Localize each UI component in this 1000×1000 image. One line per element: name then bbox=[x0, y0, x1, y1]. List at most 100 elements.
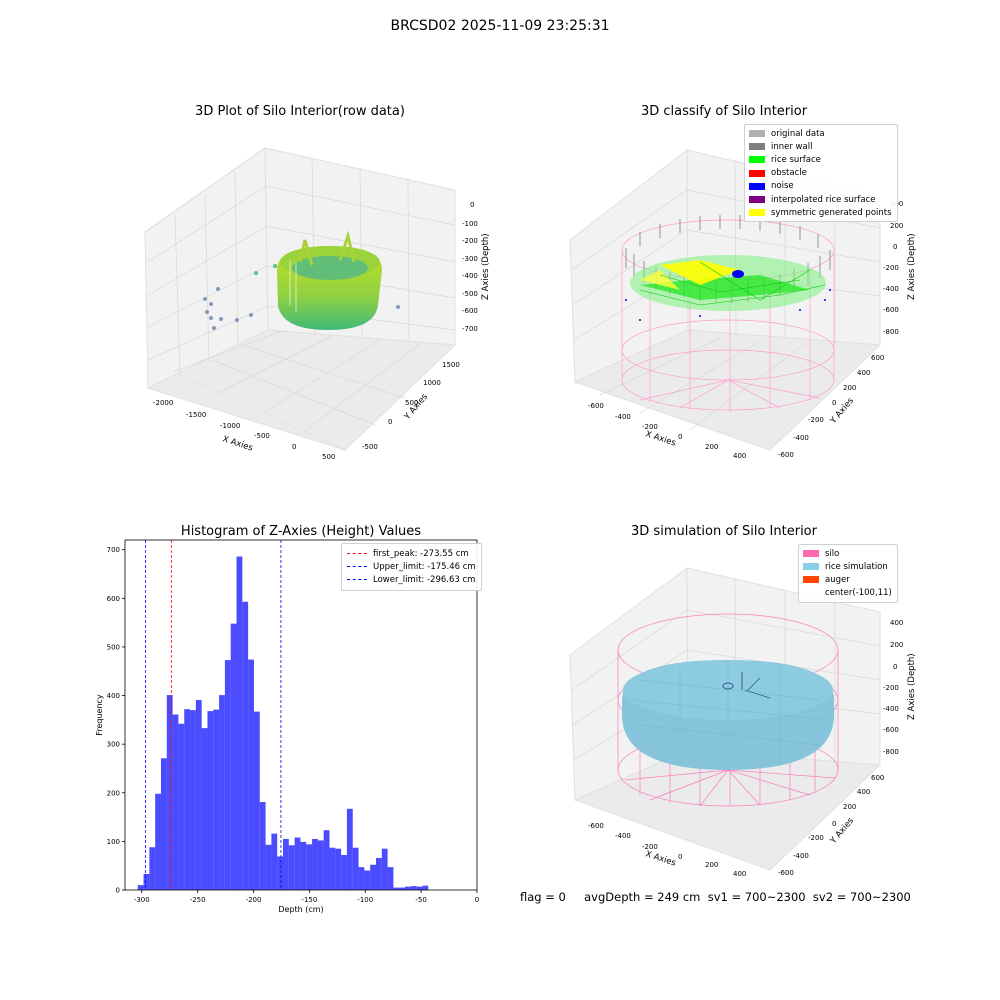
legend-label: Lower_limit: -296.63 cm bbox=[373, 574, 476, 585]
plot2-ztick: 200 bbox=[890, 222, 903, 230]
histogram-bar bbox=[219, 695, 225, 890]
histogram-bar bbox=[160, 758, 167, 890]
plot1-ztick: -500 bbox=[462, 290, 478, 298]
histogram-bar bbox=[416, 886, 423, 890]
status-footer: flag = 0 avgDepth = 249 cm sv1 = 700~230… bbox=[520, 890, 911, 904]
legend-item-original-data: original data bbox=[749, 127, 892, 140]
histogram-bar bbox=[155, 793, 161, 890]
histogram-ytick-label: 500 bbox=[107, 643, 120, 651]
legend-swatch bbox=[749, 169, 765, 177]
histogram-ylabel: Frequency bbox=[95, 694, 104, 736]
histogram-bar bbox=[422, 885, 429, 890]
plot4-ztick: -200 bbox=[883, 684, 899, 692]
plot4-ztick: -800 bbox=[883, 748, 899, 756]
histogram-bar bbox=[195, 699, 202, 890]
plot1-3d-axes: -2000 -1500 -1000 -500 0 500 -500 0 500 … bbox=[144, 147, 490, 461]
legend-item-upper-limit: Upper_limit: -175.46 cm bbox=[347, 560, 476, 573]
plot4-ztick: -600 bbox=[883, 726, 899, 734]
histogram-bar bbox=[323, 830, 330, 890]
histogram-bar bbox=[265, 844, 272, 890]
legend-label: inner wall bbox=[771, 141, 813, 152]
plot4-xtick: 0 bbox=[678, 853, 682, 861]
histogram-bar bbox=[224, 660, 231, 890]
histogram-bar bbox=[317, 840, 324, 890]
legend-item-first-peak: first_peak: -273.55 cm bbox=[347, 547, 476, 560]
plot2-3d-axes: -600 -400 -200 0 200 400 -600 -400 -200 … bbox=[569, 148, 917, 460]
plot2-ytick: 0 bbox=[832, 399, 836, 407]
plot1-xtick: -2000 bbox=[153, 399, 173, 407]
legend-label: auger bbox=[825, 574, 850, 585]
plot2-xtick: 400 bbox=[733, 452, 746, 460]
plot4-xtick: -600 bbox=[588, 822, 604, 830]
plot4-xtick: -200 bbox=[642, 843, 658, 851]
plot4-ytick: 400 bbox=[857, 788, 870, 796]
legend-line-swatch bbox=[347, 566, 367, 568]
plot4-ytick: -200 bbox=[808, 834, 824, 842]
legend-swatch bbox=[749, 156, 765, 164]
histogram-bar bbox=[242, 601, 249, 890]
legend-label: silo bbox=[825, 548, 840, 559]
plot1-zlabel: Z Axies (Depth) bbox=[481, 233, 490, 300]
plot4-legend: silo rice simulation auger center(-100,1… bbox=[798, 544, 898, 603]
histogram-bar bbox=[352, 847, 359, 890]
plot4-xtick: -400 bbox=[615, 832, 631, 840]
plot1-ytick: 0 bbox=[388, 418, 392, 426]
plot1-xtick: 500 bbox=[322, 453, 335, 461]
legend-label: center(-100,11) bbox=[825, 588, 892, 599]
plot1-ylabel: Y Axies bbox=[402, 392, 430, 423]
legend-swatch bbox=[803, 590, 819, 597]
legend-item-inner-wall: inner wall bbox=[749, 140, 892, 153]
histogram-bar bbox=[271, 833, 278, 890]
histogram-bar bbox=[341, 855, 347, 890]
histogram-bar bbox=[248, 659, 254, 890]
legend-swatch bbox=[749, 196, 765, 204]
plot1-ztick: -100 bbox=[462, 220, 478, 228]
plot1-xtick: 0 bbox=[292, 443, 296, 451]
legend-label: original data bbox=[771, 128, 825, 139]
legend-label: first_peak: -273.55 cm bbox=[373, 548, 469, 559]
legend-swatch bbox=[803, 576, 819, 584]
plot2-legend: original data inner wall rice surface ob… bbox=[744, 124, 898, 223]
histogram-bar bbox=[399, 887, 406, 890]
plot4-title: 3D simulation of Silo Interior bbox=[631, 524, 817, 539]
plot1-xtick: -1000 bbox=[220, 422, 240, 430]
histogram-bar bbox=[410, 886, 417, 890]
plot2-xlabel: X Axies bbox=[644, 429, 677, 448]
plot4-3d-axes: -600 -400 -200 0 200 400 -600 -400 -200 … bbox=[569, 567, 917, 878]
histogram-bar bbox=[335, 848, 342, 890]
histogram-bar bbox=[143, 873, 150, 890]
histogram-xtick-label: -200 bbox=[246, 896, 262, 904]
figure-title: BRCSD02 2025-11-09 23:25:31 bbox=[390, 18, 610, 34]
plot4-xtick: 200 bbox=[705, 861, 718, 869]
histogram-bar bbox=[178, 723, 185, 890]
legend-item-center: center(-100,11) bbox=[803, 587, 892, 600]
histogram-bar bbox=[184, 709, 191, 890]
plot4-ytick: -600 bbox=[778, 869, 794, 877]
plot2-ytick: -200 bbox=[808, 416, 824, 424]
plot2-ytick: 200 bbox=[843, 384, 856, 392]
histogram-bar bbox=[370, 864, 376, 890]
histogram-xtick-label: -250 bbox=[190, 896, 206, 904]
legend-label: interpolated rice surface bbox=[771, 194, 876, 205]
legend-swatch bbox=[803, 550, 819, 558]
plot2-zlabel: Z Axies (Depth) bbox=[907, 233, 917, 300]
legend-swatch bbox=[749, 182, 765, 190]
legend-item-obstacle: obstacle bbox=[749, 167, 892, 180]
histogram-bar bbox=[236, 556, 243, 890]
legend-swatch bbox=[749, 209, 765, 217]
plot1-ytick: 1000 bbox=[423, 379, 441, 387]
histogram-ytick-label: 600 bbox=[107, 595, 120, 603]
legend-item-rice-simulation: rice simulation bbox=[803, 560, 892, 573]
legend-item-noise: noise bbox=[749, 180, 892, 193]
plot1-ztick: -200 bbox=[462, 237, 478, 245]
histogram-title: Histogram of Z-Axies (Height) Values bbox=[180, 524, 422, 539]
plot2-ytick: 400 bbox=[857, 369, 870, 377]
histogram-bar bbox=[230, 623, 237, 890]
plot2-xtick: -200 bbox=[642, 423, 658, 431]
plot1-title: 3D Plot of Silo Interior(row data) bbox=[195, 104, 405, 119]
legend-line-swatch bbox=[347, 553, 367, 555]
plot2-ztick: -600 bbox=[883, 306, 899, 314]
legend-swatch bbox=[803, 563, 819, 571]
plot2-ytick: 600 bbox=[871, 354, 884, 362]
plot4-xlabel: X Axies bbox=[644, 849, 677, 868]
